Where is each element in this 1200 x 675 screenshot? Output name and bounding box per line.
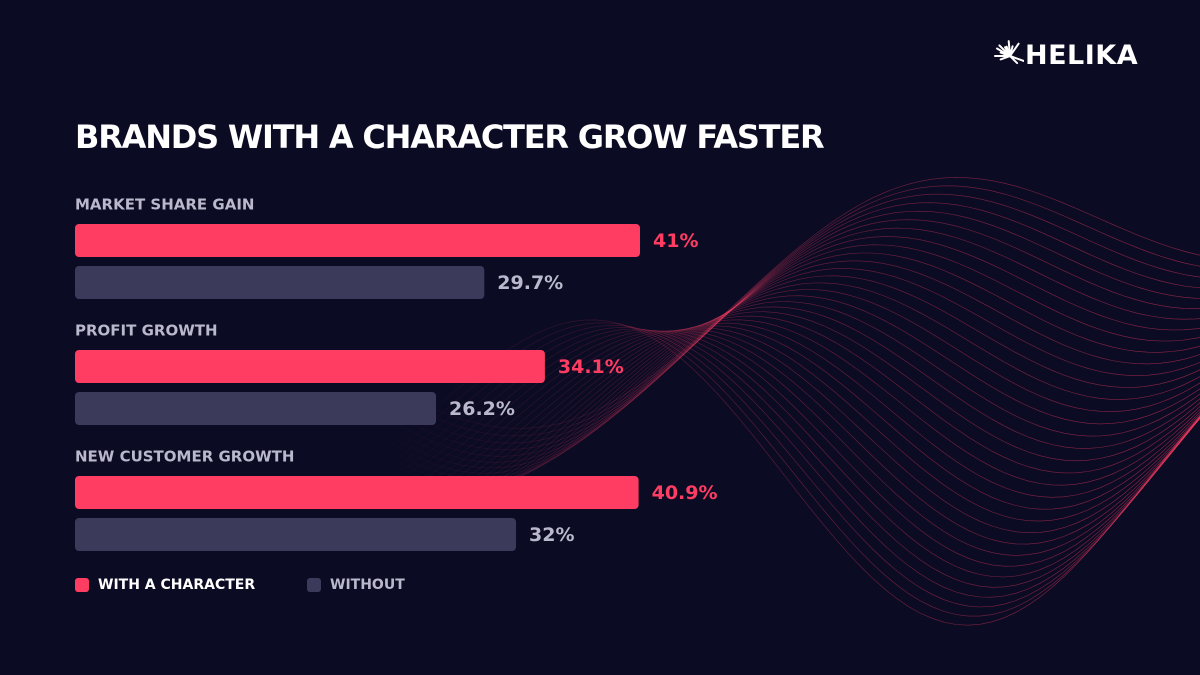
- wave-line: [379, 236, 1200, 474]
- bar-group: NEW CUSTOMER GROWTH 40.9% 32%: [75, 448, 718, 551]
- bar: [75, 266, 485, 299]
- wave-line: [379, 244, 1200, 479]
- wave-line: [379, 202, 1200, 451]
- category-label: PROFIT GROWTH: [75, 322, 218, 340]
- wave-line: [379, 330, 1200, 556]
- wave-line: [379, 185, 1200, 437]
- bar: [75, 350, 545, 383]
- wave-line: [379, 227, 1200, 469]
- wave-line: [379, 193, 1200, 444]
- legend-label-without: WITHOUT: [330, 577, 405, 593]
- wave-line: [379, 219, 1200, 463]
- data-label: 41%: [653, 230, 698, 252]
- data-label: 40.9%: [652, 482, 718, 504]
- data-label: 32%: [529, 524, 574, 546]
- bar: [75, 392, 436, 425]
- legend-label-with-character: WITH A CHARACTER: [98, 577, 256, 593]
- category-label: NEW CUSTOMER GROWTH: [75, 448, 294, 466]
- bar-group: MARKET SHARE GAIN 41% 29.7%: [75, 196, 698, 299]
- category-label: MARKET SHARE GAIN: [75, 196, 254, 214]
- wave-line: [379, 329, 1200, 534]
- bar: [75, 518, 516, 551]
- bar-group: PROFIT GROWTH 34.1% 26.2%: [75, 322, 624, 425]
- legend-swatch-with-character: [75, 578, 89, 592]
- wave-line: [379, 325, 1200, 510]
- wave-line: [379, 319, 1200, 504]
- wave-line: [379, 295, 1200, 501]
- brand-name: HELIKA: [1025, 40, 1139, 71]
- legend-swatch-without: [307, 578, 321, 592]
- wave-line: [379, 252, 1200, 483]
- data-label: 34.1%: [558, 356, 624, 378]
- wave-line: [379, 177, 1200, 429]
- bar: [75, 224, 640, 257]
- starburst-logo-icon: [994, 40, 1024, 65]
- wave-line: [379, 329, 1200, 578]
- wave-line: [379, 319, 1200, 626]
- wave-line: [379, 311, 1200, 504]
- brand-logo: HELIKA: [990, 38, 1138, 74]
- data-label: 29.7%: [497, 272, 563, 294]
- wave-line: [379, 301, 1200, 502]
- chart-title: BRANDS WITH A CHARACTER GROW FASTER: [75, 118, 825, 156]
- wave-line: [379, 330, 1200, 567]
- wave-line: [379, 315, 1200, 504]
- wave-line: [379, 327, 1200, 522]
- wave-line: [379, 306, 1200, 503]
- legend-item-without: WITHOUT: [307, 575, 405, 595]
- wave-line: [379, 330, 1200, 545]
- data-label: 26.2%: [449, 398, 515, 420]
- wave-line: [379, 210, 1200, 457]
- wave-line: [379, 260, 1200, 487]
- wave-line: [379, 322, 1200, 504]
- legend-item-with-character: WITH A CHARACTER: [75, 575, 255, 595]
- wave-line: [379, 289, 1200, 499]
- bar: [75, 476, 639, 509]
